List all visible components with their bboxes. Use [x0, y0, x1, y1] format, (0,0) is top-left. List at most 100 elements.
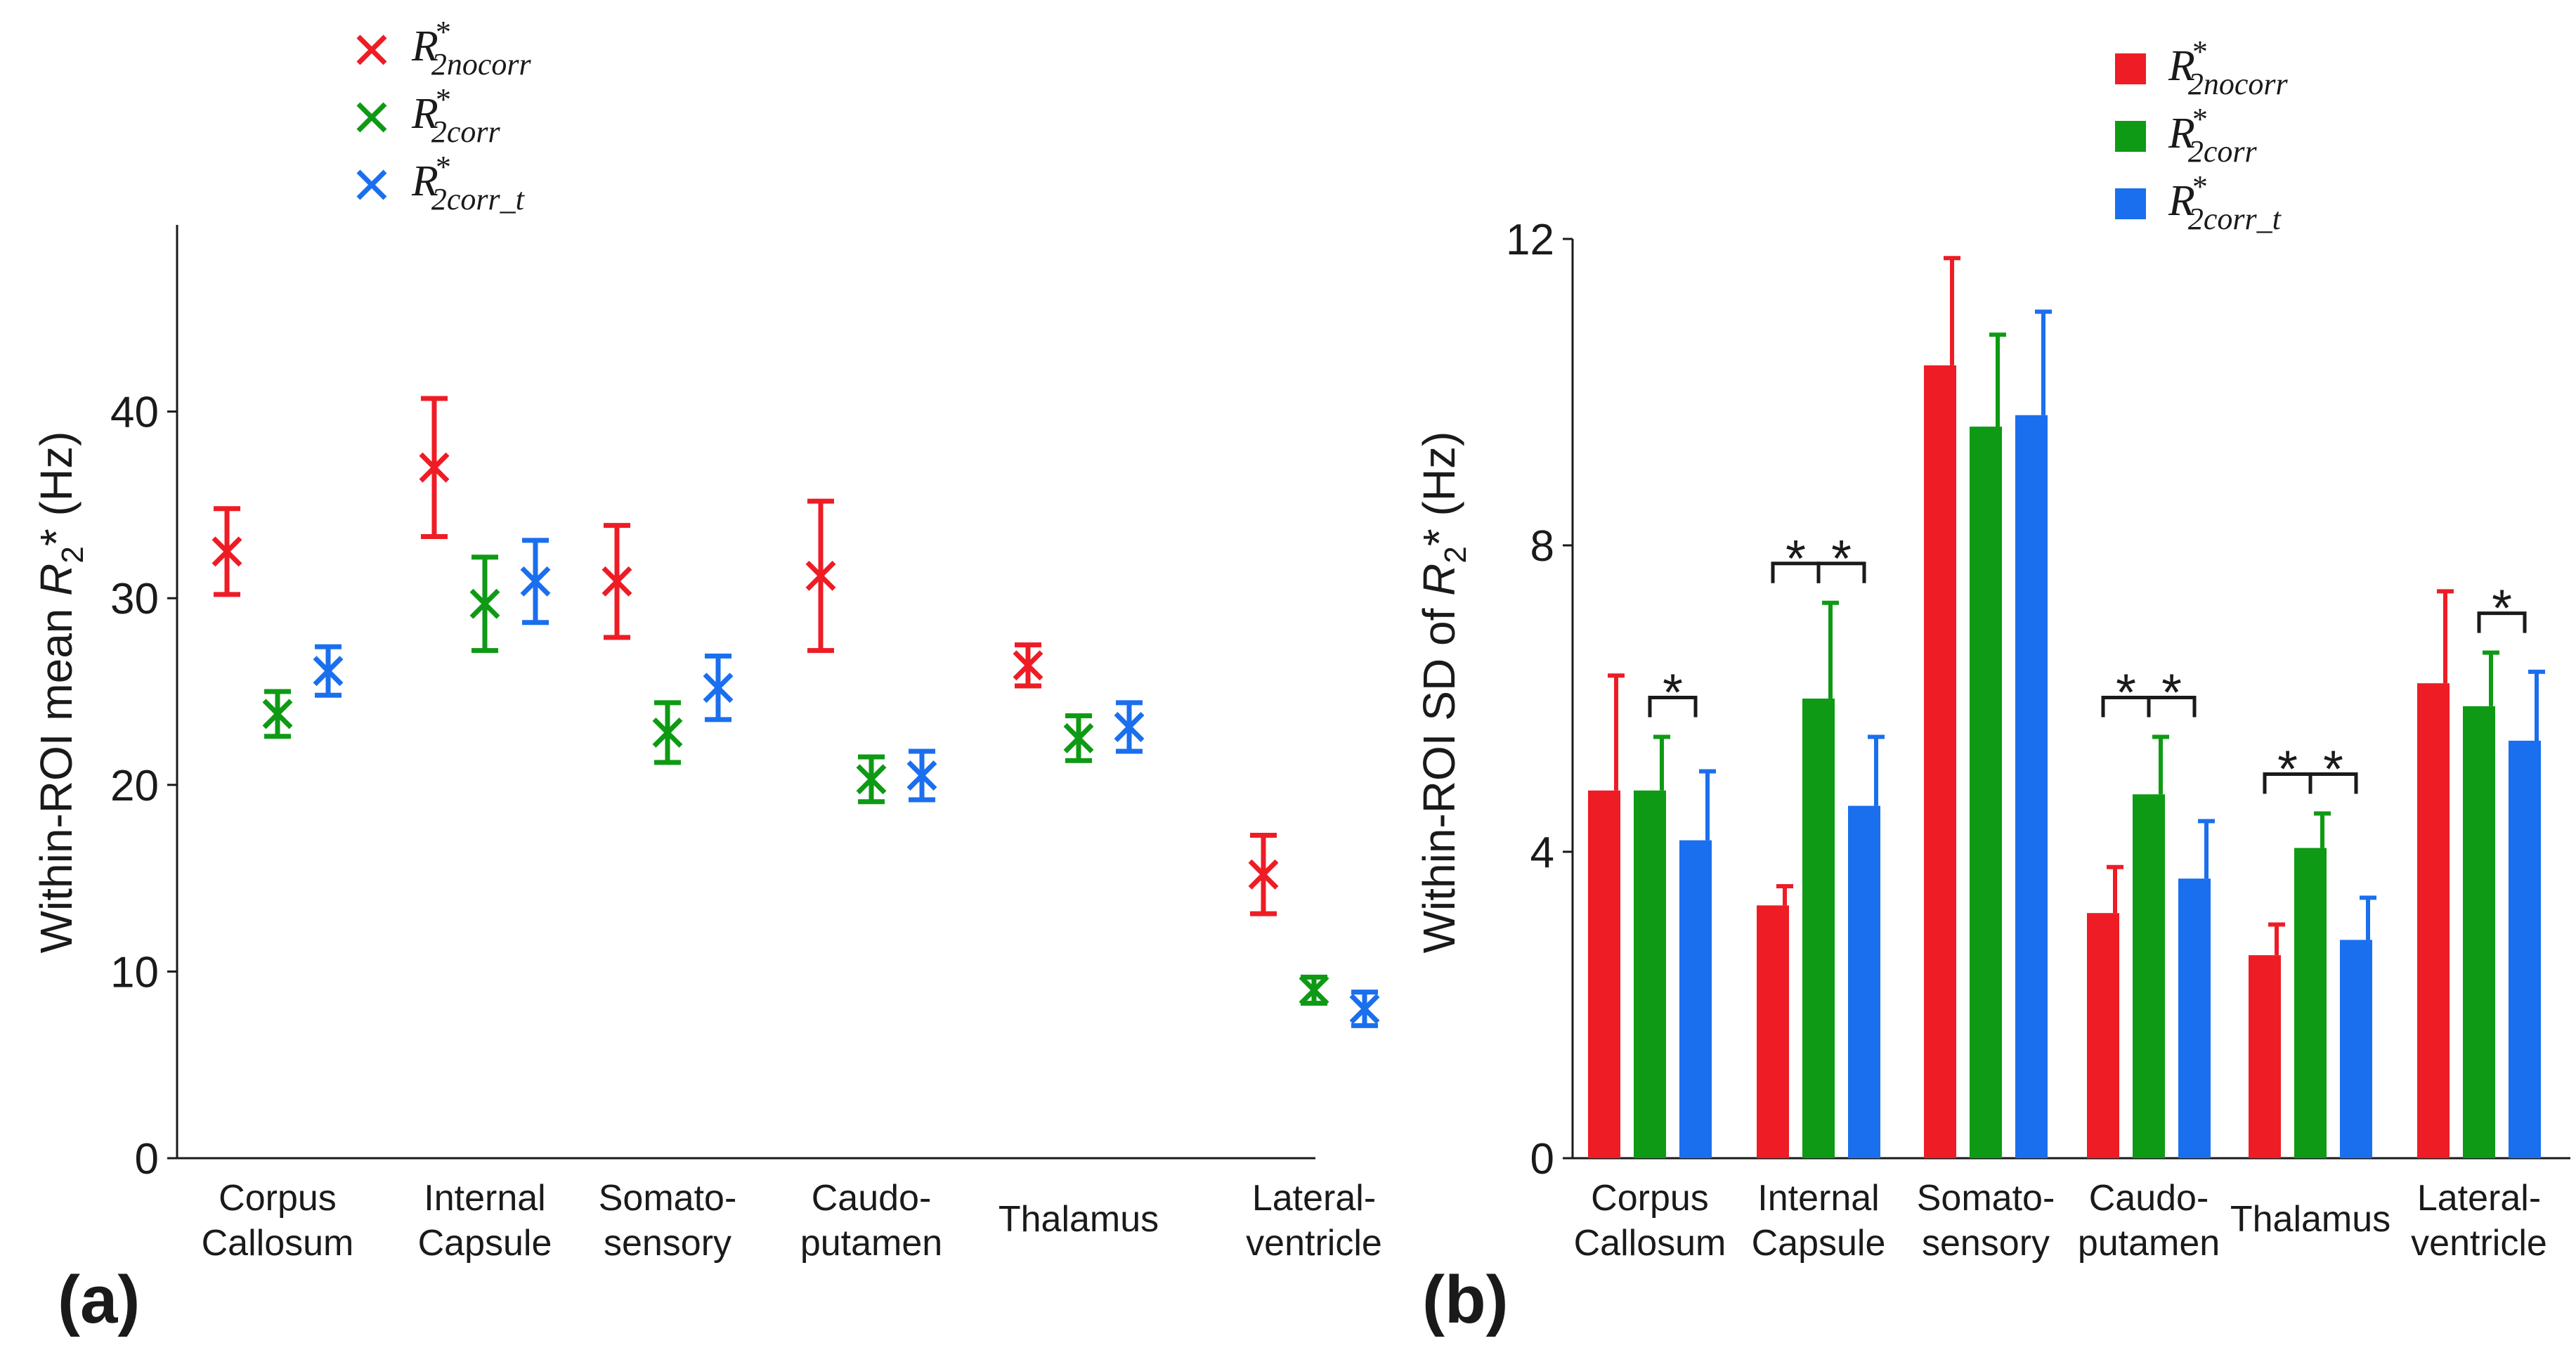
panel-a-point-corr-4 — [1063, 713, 1094, 763]
panel-b-significance-bracket-0 — [1648, 696, 1698, 718]
legend-a-label-nocorr: R* 2nocorr — [411, 15, 532, 82]
panel-a-point-nocorr-5 — [1248, 833, 1279, 916]
legend-b-label-base-nocorr: R — [2168, 42, 2195, 90]
panel-b-category-label-4-0: Thalamus — [2230, 1199, 2390, 1240]
panel-b-bar-nocorr-3 — [2087, 913, 2119, 1158]
panel-a-point-corr-1 — [469, 554, 500, 654]
panel-a-point-corr_t-3 — [906, 748, 937, 803]
panel-b-category-label-3-0: Caudo- — [2089, 1178, 2209, 1219]
panel-b-significance-star-2: * — [1831, 529, 1852, 588]
panel-a-label: (a) — [58, 1262, 140, 1337]
legend-b-swatch-corr — [2115, 121, 2146, 152]
legend-b-label-corr_t: R* 2corr_t — [2168, 169, 2282, 236]
panel-a-point-corr_t-1 — [520, 538, 551, 625]
panel-b-bar-corr_t-3 — [2178, 878, 2211, 1158]
panel-a-marker-b-nocorr-1 — [419, 452, 450, 483]
panel-a-marker-b-nocorr-3 — [805, 560, 836, 591]
panel-b-bar-corr_t-2 — [2015, 415, 2048, 1159]
panel-b-significance-star-3: * — [2116, 663, 2136, 722]
panel-a-marker-b-nocorr-2 — [601, 566, 632, 597]
legend-a-label-corr_t: R* 2corr_t — [411, 150, 526, 216]
panel-a-category-label-2-0: Somato- — [599, 1178, 737, 1219]
panel-b-label: (b) — [1422, 1262, 1509, 1337]
panel-b-ytick-label-4: 4 — [1530, 829, 1554, 877]
panel-b-significance-bracket-2 — [1816, 562, 1866, 583]
legend-a-label-base-corr_t: R — [411, 157, 438, 205]
panel-b-bar-nocorr-5 — [2417, 683, 2450, 1158]
panel-b-ylabel-pre: Within-ROI SD of — [1414, 596, 1464, 954]
panel-b-bar-corr_t-5 — [2509, 740, 2541, 1158]
panel-a-ylabel-pre: Within-ROI mean — [31, 596, 82, 954]
panel-a-point-corr-5 — [1299, 974, 1329, 1006]
legend-b-label-sub-nocorr: 2nocorr — [2188, 67, 2289, 101]
panel-a-point-corr_t-5 — [1349, 990, 1380, 1028]
panel-b-bar-nocorr-0 — [1588, 790, 1620, 1158]
panel-b-category-label-0-1: Callosum — [1574, 1223, 1726, 1264]
legend-b-swatch-corr_t — [2115, 188, 2146, 219]
legend-a-label-sup-corr_t: * — [434, 150, 450, 184]
panel-a-marker-b-corr-2 — [652, 717, 683, 748]
legend-b-label-nocorr: R* 2nocorr — [2168, 34, 2289, 101]
panel-b-category-label-2-1: sensory — [1922, 1223, 2050, 1264]
panel-b-ytick-label-8: 8 — [1530, 522, 1554, 571]
panel-b-category-label-5-1: ventricle — [2411, 1223, 2547, 1264]
panel-a-point-nocorr-3 — [805, 498, 836, 654]
legend-b-label-base-corr_t: R — [2168, 177, 2195, 225]
legend-b-label-sub-corr_t: 2corr_t — [2188, 202, 2282, 236]
panel-a-point-corr_t-0 — [313, 644, 344, 698]
panel-a-category-label-3-0: Caudo- — [812, 1178, 932, 1219]
panel-b-significance-star-4: * — [2161, 663, 2182, 722]
panel-a-category-label-5-1: ventricle — [1246, 1223, 1382, 1264]
panel-b-bar-corr-0 — [1634, 790, 1666, 1158]
panel-a-category-label-2-1: sensory — [604, 1223, 731, 1264]
panel-a-ylabel-sub: 2 — [56, 546, 90, 563]
panel-a-point-corr-0 — [262, 689, 293, 739]
panel-b-sd-r2star-bar-chart: 0 4 8 12 Within-ROI SD of R2* (Hz) CorpusCall… — [1414, 216, 2570, 1337]
panel-b-significance-star-5: * — [2277, 740, 2298, 798]
panel-a-ylabel-var: R — [31, 564, 82, 596]
panel-a-marker-b-corr-0 — [262, 699, 293, 729]
panel-b-bar-corr_t-0 — [1679, 840, 1712, 1158]
panel-b-ylabel-var: R — [1414, 564, 1464, 596]
panel-b-category-label-2-0: Somato- — [1917, 1178, 2055, 1219]
panel-a-category-label-3-1: putamen — [800, 1223, 942, 1264]
legend-b-label-corr: R* 2corr — [2168, 102, 2258, 169]
panel-b-bar-nocorr-1 — [1757, 905, 1789, 1158]
legend-b-swatch-nocorr — [2115, 53, 2146, 84]
panel-a-point-corr-2 — [652, 700, 683, 765]
panel-b-bar-corr-1 — [1802, 699, 1835, 1158]
panel-a-ylabel-post: * (Hz) — [31, 432, 82, 547]
panel-a-marker-b-corr_t-5 — [1349, 994, 1380, 1024]
panel-b-ylabel-sub: 2 — [1438, 546, 1473, 563]
legend-a-label-base-nocorr: R — [411, 22, 438, 70]
legend-b-label-sup-corr_t: * — [2191, 169, 2206, 204]
panel-b-bar-nocorr-4 — [2249, 955, 2281, 1158]
panel-b-bar-corr_t-4 — [2340, 940, 2372, 1158]
panel-a-ytick-label-30: 30 — [110, 575, 159, 623]
panel-a-marker-b-corr-3 — [856, 764, 887, 795]
legend-a-marker-nocorr — [356, 34, 387, 65]
panel-a-marker-b-corr-1 — [469, 588, 500, 619]
legend-b-label-sup-corr: * — [2191, 102, 2206, 136]
legend-b-label-sub-corr: 2corr — [2188, 134, 2258, 169]
panel-a-point-nocorr-2 — [601, 523, 632, 640]
panel-a-ylabel: Within-ROI mean R2* (Hz) — [31, 432, 90, 954]
panel-a-category-label-4-0: Thalamus — [998, 1199, 1159, 1240]
panel-a-marker-b-corr_t-4 — [1114, 711, 1145, 742]
panel-b-significance-star-0: * — [1663, 663, 1683, 722]
legend-a-label-sup-corr: * — [434, 82, 450, 117]
panel-b-category-label-3-1: putamen — [2078, 1223, 2220, 1264]
panel-b-bar-corr-3 — [2133, 794, 2165, 1158]
panel-a-marker-b-corr-5 — [1299, 975, 1329, 1006]
panel-b-category-label-0-0: Corpus — [1591, 1178, 1709, 1219]
panel-b-significance-bracket-4 — [2147, 696, 2197, 718]
legend-a-label-sub-corr: 2corr — [431, 115, 501, 149]
panel-a-point-nocorr-0 — [212, 506, 242, 597]
panel-b-significance-star-7: * — [2492, 579, 2512, 637]
legend-a-marker-corr — [356, 102, 387, 133]
panel-a-marker-b-corr_t-0 — [313, 656, 344, 687]
